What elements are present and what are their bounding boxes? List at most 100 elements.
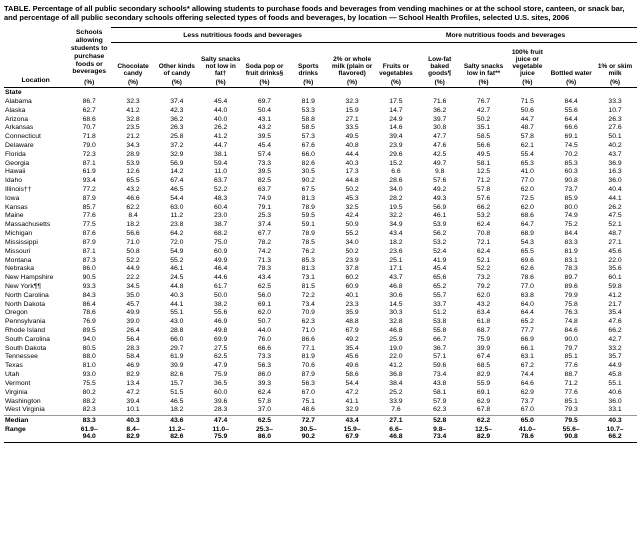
col-pct: (%) xyxy=(111,78,155,87)
cell-value: 29.7 xyxy=(155,344,199,353)
state-name: South Dakota xyxy=(4,344,67,353)
cell-value: 62.3 xyxy=(418,406,462,415)
col-pct: (%) xyxy=(155,78,199,87)
cell-value: 62.4 xyxy=(243,388,287,397)
cell-value: 40.1 xyxy=(330,291,374,300)
col-pct: (%) xyxy=(549,78,593,87)
cell-value: 78.6 xyxy=(505,274,549,283)
cell-value: 71.8 xyxy=(67,133,111,142)
cell-value: 45.4 xyxy=(243,141,287,150)
cell-value: 85.7 xyxy=(67,203,111,212)
cell-value: 75.0 xyxy=(199,238,243,247)
cell-value: 62.5 xyxy=(243,282,287,291)
cell-value: 69.6 xyxy=(505,256,549,265)
cell-value: 63.1 xyxy=(505,353,549,362)
cell-value: 35.6 xyxy=(593,265,637,274)
state-name: Illinois†† xyxy=(4,186,67,195)
cell-value: 88.7 xyxy=(549,371,593,380)
cell-value: 59.1 xyxy=(286,221,330,230)
cell-value: 19.5 xyxy=(374,203,418,212)
cell-value: 88.2 xyxy=(67,397,111,406)
cell-value: 87.1 xyxy=(67,159,111,168)
cell-value: 50.2 xyxy=(330,247,374,256)
cell-value: 66.2 xyxy=(593,327,637,336)
col-saltylf: Salty snacks low in fat** xyxy=(462,42,506,78)
range-value: 9.8–73.4 xyxy=(418,425,462,442)
state-name: North Dakota xyxy=(4,300,67,309)
cell-value: 57.9 xyxy=(418,397,462,406)
cell-value: 12.5 xyxy=(462,168,506,177)
cell-value: 36.7 xyxy=(418,344,462,353)
cell-value: 39.4 xyxy=(374,133,418,142)
cell-value: 43.2 xyxy=(111,186,155,195)
state-name: Montana xyxy=(4,256,67,265)
state-name: New York¶¶ xyxy=(4,282,67,291)
table-row: Michigan87.656.664.268.267.778.955.243.4… xyxy=(4,230,637,239)
cell-value: 72.0 xyxy=(155,238,199,247)
cell-value: 14.7 xyxy=(374,106,418,115)
table-row: Utah93.082.982.675.986.087.958.636.873.4… xyxy=(4,371,637,380)
cell-value: 44.7 xyxy=(199,141,243,150)
cell-value: 77.0 xyxy=(505,282,549,291)
cell-value: 56.0 xyxy=(243,291,287,300)
cell-value: 55.4 xyxy=(505,150,549,159)
cell-value: 49.5 xyxy=(330,133,374,142)
state-name: Texas xyxy=(4,362,67,371)
state-name: Vermont xyxy=(4,379,67,388)
cell-value: 61.9 xyxy=(155,353,199,362)
median-value: 40.3 xyxy=(111,415,155,425)
range-value: 10.7–66.2 xyxy=(593,425,637,442)
cell-value: 90.8 xyxy=(549,177,593,186)
range-value: 12.5–82.9 xyxy=(462,425,506,442)
group-more-nutritious: More nutritious foods and beverages xyxy=(374,27,637,42)
cell-value: 32.8 xyxy=(111,115,155,124)
cell-value: 30.5 xyxy=(286,168,330,177)
cell-value: 93.0 xyxy=(67,371,111,380)
col-milk2: 2% or whole milk (plain or flavored) xyxy=(330,42,374,78)
cell-value: 55.2 xyxy=(330,230,374,239)
cell-value: 63.7 xyxy=(199,177,243,186)
cell-value: 79.0 xyxy=(67,141,111,150)
table-row: Rhode Island89.526.428.849.844.071.067.9… xyxy=(4,327,637,336)
cell-value: 76.9 xyxy=(67,318,111,327)
cell-value: 77.6 xyxy=(549,362,593,371)
cell-value: 12.6 xyxy=(111,168,155,177)
cell-value: 85.1 xyxy=(549,353,593,362)
cell-value: 87.9 xyxy=(67,194,111,203)
cell-value: 46.5 xyxy=(155,397,199,406)
cell-value: 43.2 xyxy=(243,124,287,133)
cell-value: 29.6 xyxy=(374,150,418,159)
cell-value: 42.4 xyxy=(330,212,374,221)
cell-value: 37.0 xyxy=(243,406,287,415)
cell-value: 43.8 xyxy=(418,379,462,388)
cell-value: 47.5 xyxy=(593,212,637,221)
cell-value: 45.6 xyxy=(330,353,374,362)
cell-value: 58.1 xyxy=(418,388,462,397)
cell-value: 40.4 xyxy=(593,186,637,195)
cell-value: 17.5 xyxy=(374,97,418,106)
table-row: West Virginia82.310.118.228.337.048.632.… xyxy=(4,406,637,415)
cell-value: 46.1 xyxy=(418,212,462,221)
cell-value: 60.1 xyxy=(593,274,637,283)
cell-value: 60.9 xyxy=(199,247,243,256)
cell-value: 75.1 xyxy=(286,397,330,406)
cell-value: 79.9 xyxy=(549,291,593,300)
table-row: Oregon78.649.955.155.662.070.935.930.351… xyxy=(4,309,637,318)
col-pct: (%) xyxy=(67,78,111,87)
cell-value: 13.4 xyxy=(111,379,155,388)
cell-value: 63.0 xyxy=(155,203,199,212)
cell-value: 28.8 xyxy=(155,327,199,336)
cell-value: 39.4 xyxy=(111,397,155,406)
cell-value: 52.1 xyxy=(462,256,506,265)
state-name: Rhode Island xyxy=(4,327,67,336)
cell-value: 78.6 xyxy=(67,309,111,318)
cell-value: 75.8 xyxy=(549,300,593,309)
cell-value: 30.8 xyxy=(418,124,462,133)
cell-value: 23.8 xyxy=(155,221,199,230)
cell-value: 10.1 xyxy=(111,406,155,415)
median-value: 62.5 xyxy=(243,415,287,425)
table-row: Idaho93.465.567.463.782.590.244.828.657.… xyxy=(4,177,637,186)
cell-value: 63.8 xyxy=(505,291,549,300)
range-value: 8.4–82.9 xyxy=(111,425,155,442)
range-value: 55.6–90.8 xyxy=(549,425,593,442)
